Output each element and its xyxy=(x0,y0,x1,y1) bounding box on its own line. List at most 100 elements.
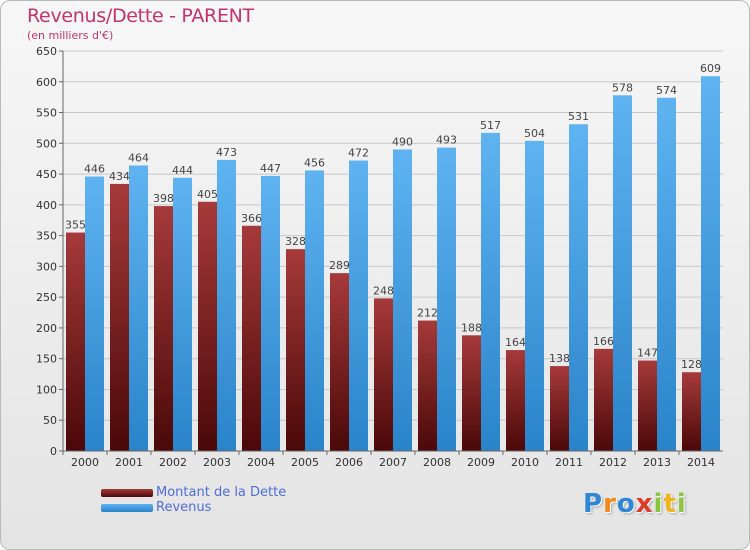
y-tick-label: 300 xyxy=(36,260,57,273)
x-tick-label: 2004 xyxy=(247,456,275,469)
bar-dette xyxy=(638,360,657,451)
y-tick-label: 150 xyxy=(36,353,57,366)
data-label-revenus: 574 xyxy=(656,84,677,97)
bar-dette xyxy=(66,232,85,451)
logo-letter: o xyxy=(616,489,636,519)
logo-letter: x xyxy=(635,489,654,519)
data-label-dette: 248 xyxy=(373,284,394,297)
data-label-dette: 164 xyxy=(505,336,526,349)
bar-revenus xyxy=(657,97,676,452)
data-label-dette: 289 xyxy=(329,259,350,272)
x-tick-label: 2002 xyxy=(159,456,187,469)
legend-label-dette: Montant de la Dette xyxy=(156,485,287,500)
x-tick-label: 2007 xyxy=(379,456,407,469)
data-label-revenus: 517 xyxy=(480,119,501,132)
bar-dette xyxy=(418,320,437,451)
data-label-revenus: 444 xyxy=(172,164,193,177)
y-tick-label: 100 xyxy=(36,383,57,396)
bar-dette xyxy=(198,201,217,451)
bar-revenus xyxy=(525,140,544,451)
bar-dette xyxy=(374,298,393,451)
bar-revenus xyxy=(701,76,720,451)
x-tick-label: 2000 xyxy=(71,456,99,469)
bar-revenus xyxy=(569,124,588,451)
data-label-revenus: 531 xyxy=(568,110,589,123)
data-label-revenus: 447 xyxy=(260,162,281,175)
x-tick-label: 2014 xyxy=(687,456,715,469)
logo-letter: r xyxy=(603,489,617,519)
data-label-dette: 166 xyxy=(593,335,614,348)
data-label-dette: 405 xyxy=(197,188,218,201)
bar-dette xyxy=(506,350,525,451)
y-tick-label: 550 xyxy=(36,107,57,120)
y-tick-label: 200 xyxy=(36,322,57,335)
bar-revenus xyxy=(437,147,456,451)
y-tick-label: 650 xyxy=(36,45,57,58)
x-tick-label: 2012 xyxy=(599,456,627,469)
data-label-revenus: 473 xyxy=(216,146,237,159)
bar-revenus xyxy=(129,165,148,451)
x-tick-label: 2011 xyxy=(555,456,583,469)
data-label-dette: 128 xyxy=(681,358,702,371)
data-label-revenus: 609 xyxy=(700,62,721,75)
data-label-revenus: 493 xyxy=(436,134,457,147)
bar-dette xyxy=(330,273,349,451)
bar-dette xyxy=(154,206,173,451)
chart-subtitle: (en milliers d'€) xyxy=(27,29,114,42)
data-label-revenus: 456 xyxy=(304,156,325,169)
bar-dette xyxy=(462,335,481,451)
proxiti-logo: Proxiti xyxy=(583,489,687,519)
bar-dette xyxy=(594,348,613,451)
bar-revenus xyxy=(261,175,280,451)
x-tick-label: 2009 xyxy=(467,456,495,469)
y-tick-label: 450 xyxy=(36,168,57,181)
bar-revenus xyxy=(85,176,104,452)
x-tick-label: 2005 xyxy=(291,456,319,469)
bar-dette xyxy=(682,372,701,451)
bar-dette xyxy=(550,366,569,451)
x-axis: 2000 2001 2002 2003 2004 2005 2006 2007 2008 2009… xyxy=(62,450,723,469)
data-label-revenus: 578 xyxy=(612,81,633,94)
data-labels: 355 446 434 464 398 444 405 473 366 447 328 456 289 4… xyxy=(65,62,721,371)
chart-title: Revenus/Dette - PARENT xyxy=(27,5,254,27)
logo-letter: i xyxy=(676,489,687,519)
bar-revenus xyxy=(393,149,412,451)
data-label-dette: 398 xyxy=(153,192,174,205)
bar-revenus xyxy=(481,132,500,451)
data-label-revenus: 446 xyxy=(84,163,105,176)
data-label-dette: 188 xyxy=(461,321,482,334)
x-tick-label: 2010 xyxy=(511,456,539,469)
y-tick-label: 600 xyxy=(36,76,57,89)
data-label-dette: 328 xyxy=(285,235,306,248)
data-label-revenus: 490 xyxy=(392,135,413,148)
bar-dette xyxy=(286,249,305,451)
bar-revenus xyxy=(173,177,192,451)
y-tick-label: 0 xyxy=(50,445,57,458)
bar-dette xyxy=(242,225,261,451)
bars xyxy=(66,76,720,452)
x-tick-label: 2008 xyxy=(423,456,451,469)
data-label-dette: 434 xyxy=(109,170,130,183)
logo-letter: i xyxy=(653,489,664,519)
x-tick-label: 2013 xyxy=(643,456,671,469)
bar-revenus xyxy=(349,160,368,452)
y-tick-label: 50 xyxy=(43,414,57,427)
bar-revenus xyxy=(217,159,236,451)
legend-swatch-dette xyxy=(101,489,153,497)
bar-dette xyxy=(110,183,129,451)
data-label-dette: 138 xyxy=(549,352,570,365)
y-tick-label: 400 xyxy=(36,199,57,212)
data-label-revenus: 504 xyxy=(524,127,545,140)
bar-revenus xyxy=(305,170,324,451)
legend-swatch-revenus xyxy=(101,504,153,512)
data-label-dette: 212 xyxy=(417,307,438,320)
logo-letter: t xyxy=(663,489,677,519)
legend-label-revenus: Revenus xyxy=(156,500,212,515)
bar-revenus xyxy=(613,95,632,452)
x-tick-label: 2001 xyxy=(115,456,143,469)
data-label-dette: 147 xyxy=(637,347,658,360)
data-label-revenus: 472 xyxy=(348,147,369,160)
data-label-revenus: 464 xyxy=(128,151,149,164)
